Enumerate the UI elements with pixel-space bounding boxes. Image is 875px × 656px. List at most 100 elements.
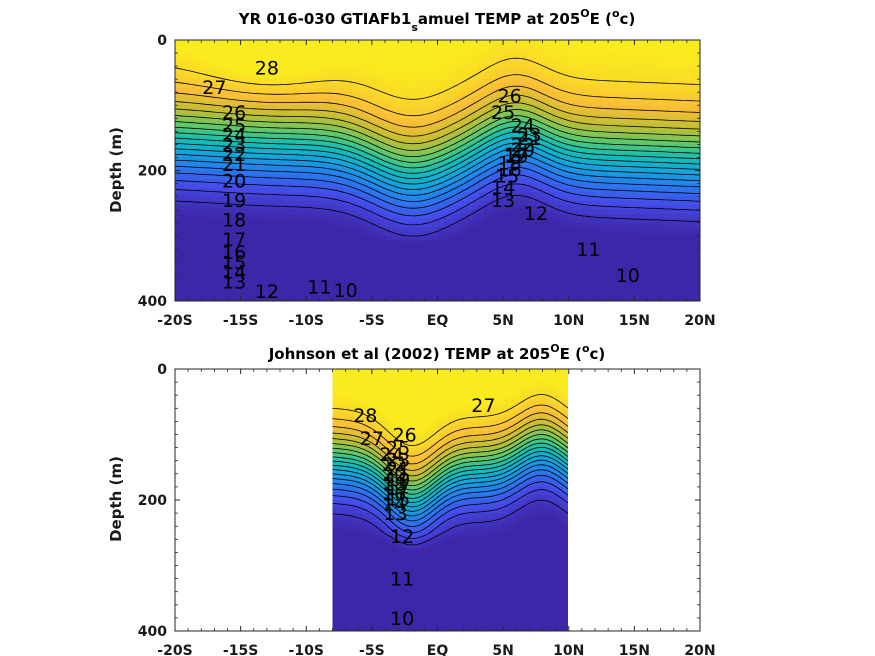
field-cell [315,244,322,250]
field-cell [495,257,503,263]
field-cell [338,187,345,193]
field-cell [431,235,439,241]
field-cell [402,87,409,93]
field-cell [262,105,269,111]
field-cell [233,57,240,63]
field-cell [256,53,264,58]
field-cell [338,44,345,50]
field-cell [495,105,503,111]
field-cell [484,96,491,102]
field-cell [390,131,398,137]
field-cell [215,253,223,259]
field-cell [355,100,363,106]
field-cell [198,66,205,72]
field-cell [210,283,217,289]
field-cell [204,296,211,301]
field-cell [221,113,229,119]
field-cell [484,166,491,172]
field-cell [495,266,503,272]
field-cell [192,140,199,145]
field-cell [577,161,584,167]
field-cell [478,183,485,189]
field-cell [536,257,544,263]
field-cell [466,296,474,301]
field-cell [227,118,234,124]
field-cell [472,270,479,276]
field-cell [630,227,637,232]
field-cell [449,70,456,76]
field-cell [227,244,234,250]
field-cell [589,266,596,272]
field-cell [332,166,339,172]
field-cell [565,205,573,211]
field-cell [332,279,339,285]
field-cell [548,279,555,285]
field-cell [466,218,474,224]
field-cell [554,240,561,246]
field-cell [414,187,421,193]
field-cell [210,179,217,185]
field-cell [192,231,199,237]
field-cell [408,166,415,172]
field-cell [548,44,555,50]
field-cell [303,266,310,272]
field-cell [542,248,549,254]
field-cell [192,174,199,180]
field-cell [659,48,666,54]
field-cell [618,287,625,293]
field-cell [379,218,386,224]
field-cell [525,87,532,93]
field-cell [630,274,637,280]
field-cell [507,240,514,246]
field-cell [320,274,328,280]
field-cell [262,227,269,232]
field-cell [245,187,252,193]
field-cell [653,48,660,54]
field-cell [350,209,357,215]
field-cell [326,257,334,263]
field-cell [437,79,444,85]
field-cell [315,279,322,285]
field-cell [612,87,619,93]
field-cell [198,135,205,141]
field-cell [221,100,229,106]
field-cell [618,113,625,119]
field-cell [600,296,608,301]
field-cell [239,270,246,276]
field-cell [250,44,258,50]
field-cell [274,244,281,250]
field-cell [221,57,229,63]
field-cell [373,70,380,76]
field-cell [367,200,374,206]
field-cell [361,240,369,246]
field-cell [390,196,398,202]
field-cell [484,222,491,228]
field-cell [583,48,590,54]
field-cell [647,40,654,45]
field-cell [373,231,380,237]
field-cell [332,257,339,263]
field-cell [320,153,328,159]
field-cell [513,109,520,115]
field-cell [350,292,357,298]
field-cell [332,118,339,124]
field-cell [542,100,549,106]
field-cell [274,153,281,159]
field-cell [390,244,398,250]
field-cell [233,83,240,89]
field-cell [315,196,322,202]
field-cell [245,144,252,150]
field-cell [501,105,509,111]
field-cell [367,161,374,167]
field-cell [355,109,363,115]
field-cell [618,218,625,224]
field-cell [542,270,549,276]
field-cell [309,244,316,250]
field-cell [379,196,386,202]
field-cell [647,257,654,263]
field-cell [536,144,544,150]
field-cell [583,244,590,250]
field-cell [245,209,252,215]
field-cell [490,127,497,132]
field-cell [507,118,514,124]
